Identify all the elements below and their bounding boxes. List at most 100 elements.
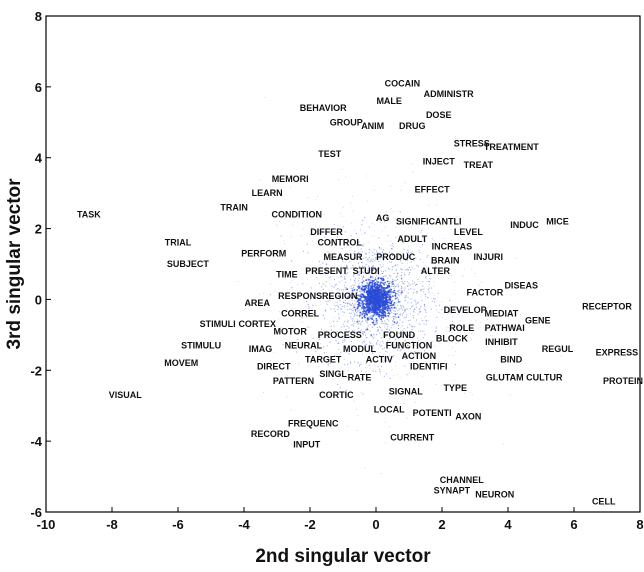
data-point bbox=[424, 223, 426, 225]
data-point bbox=[381, 316, 383, 318]
data-point bbox=[336, 340, 338, 342]
data-point bbox=[318, 261, 321, 263]
data-point bbox=[356, 335, 359, 337]
data-point bbox=[375, 257, 377, 259]
data-point bbox=[426, 256, 428, 258]
data-point bbox=[338, 318, 340, 320]
data-point bbox=[329, 276, 331, 278]
data-point bbox=[508, 345, 510, 347]
data-point bbox=[360, 292, 362, 295]
data-point bbox=[315, 268, 316, 270]
data-point bbox=[479, 326, 481, 328]
data-point bbox=[357, 348, 359, 350]
data-point bbox=[383, 359, 385, 361]
data-point bbox=[371, 266, 373, 268]
data-point bbox=[392, 282, 394, 284]
data-point bbox=[376, 269, 378, 271]
data-point bbox=[360, 361, 362, 363]
data-point bbox=[346, 309, 349, 311]
word-label: TIME bbox=[276, 270, 298, 280]
word-label: CORTIC bbox=[319, 390, 354, 400]
data-point bbox=[384, 292, 387, 295]
data-point bbox=[386, 302, 388, 305]
word-label: GROUP bbox=[330, 117, 363, 127]
data-point bbox=[464, 144, 466, 146]
data-point bbox=[390, 277, 392, 279]
data-point bbox=[421, 229, 423, 231]
data-point bbox=[326, 271, 328, 274]
data-point bbox=[360, 228, 362, 230]
data-point bbox=[377, 315, 379, 318]
data-point bbox=[351, 299, 353, 301]
data-point bbox=[368, 284, 370, 287]
data-point bbox=[338, 342, 340, 344]
data-point bbox=[351, 293, 353, 295]
data-point bbox=[369, 286, 371, 288]
data-point bbox=[341, 168, 343, 170]
data-point bbox=[386, 309, 389, 312]
data-point bbox=[384, 327, 386, 329]
data-point bbox=[369, 261, 371, 263]
data-point bbox=[365, 362, 367, 365]
data-point bbox=[384, 297, 386, 299]
data-point bbox=[441, 309, 443, 311]
data-point bbox=[418, 330, 420, 332]
data-point bbox=[418, 249, 420, 251]
data-point bbox=[419, 330, 422, 332]
data-point bbox=[366, 282, 368, 284]
data-point bbox=[336, 304, 338, 306]
data-point bbox=[361, 294, 363, 296]
data-point bbox=[337, 342, 339, 344]
data-point bbox=[395, 269, 397, 271]
data-point bbox=[361, 275, 363, 277]
data-point bbox=[413, 335, 415, 337]
data-point bbox=[354, 250, 356, 253]
data-point bbox=[378, 299, 380, 302]
data-point bbox=[357, 309, 359, 311]
data-point bbox=[347, 303, 349, 305]
data-point bbox=[426, 265, 428, 267]
data-point bbox=[380, 304, 382, 306]
data-point bbox=[369, 267, 371, 269]
data-point bbox=[363, 303, 365, 305]
data-point bbox=[375, 267, 377, 269]
data-point bbox=[353, 361, 356, 363]
data-point bbox=[362, 280, 365, 282]
data-point bbox=[360, 329, 362, 331]
data-point bbox=[397, 310, 399, 312]
data-point bbox=[452, 355, 454, 356]
word-label: MOTOR bbox=[274, 326, 308, 336]
data-point bbox=[387, 283, 390, 285]
word-label: GENE bbox=[525, 316, 551, 326]
data-point bbox=[378, 274, 380, 276]
data-point bbox=[382, 279, 384, 282]
data-point bbox=[360, 377, 362, 379]
data-point bbox=[360, 303, 362, 305]
data-point bbox=[390, 306, 393, 309]
data-point bbox=[412, 340, 414, 342]
data-point bbox=[354, 300, 356, 302]
data-point bbox=[435, 383, 437, 385]
data-point bbox=[333, 308, 335, 310]
data-point bbox=[395, 308, 398, 310]
data-point bbox=[375, 320, 378, 322]
data-point bbox=[392, 278, 394, 280]
data-point bbox=[389, 329, 391, 331]
data-point bbox=[390, 334, 392, 336]
data-point bbox=[366, 293, 368, 295]
data-point bbox=[380, 248, 382, 250]
data-point bbox=[392, 307, 394, 309]
data-point bbox=[393, 345, 395, 347]
data-point bbox=[370, 296, 372, 298]
data-point bbox=[410, 298, 412, 300]
data-point bbox=[396, 296, 398, 298]
data-point bbox=[303, 344, 306, 347]
data-point bbox=[378, 292, 380, 294]
data-point bbox=[390, 261, 392, 263]
data-point bbox=[380, 318, 382, 320]
data-point bbox=[378, 292, 381, 295]
data-point bbox=[438, 338, 440, 340]
data-point bbox=[380, 284, 382, 286]
data-point bbox=[433, 298, 435, 300]
data-point bbox=[350, 287, 352, 289]
